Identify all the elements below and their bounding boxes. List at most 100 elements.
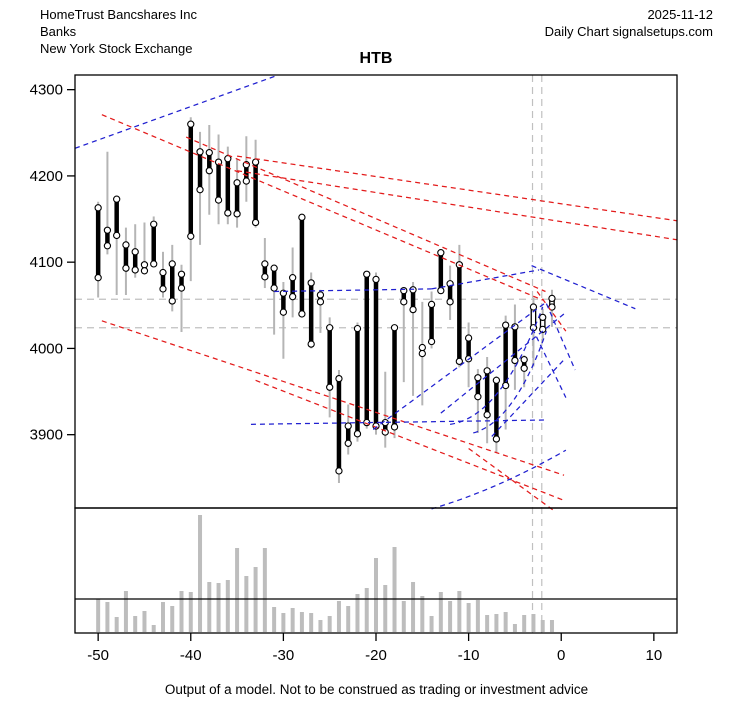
x-tick-label: -20 xyxy=(365,647,387,664)
open-close-marker xyxy=(353,324,362,333)
open-close-marker xyxy=(335,467,343,475)
open-close-marker xyxy=(187,232,195,240)
blue-curve xyxy=(473,330,548,434)
ohlc-bar xyxy=(94,201,102,298)
blue-trendlines xyxy=(75,75,636,510)
y-tick-label: 4100 xyxy=(30,254,63,271)
y-tick-label: 4300 xyxy=(30,82,63,99)
exchange-name: New York Stock Exchange xyxy=(40,41,193,56)
open-close-marker xyxy=(196,148,204,156)
ohlc-bar xyxy=(187,117,195,282)
open-close-marker xyxy=(196,186,204,194)
open-close-marker xyxy=(326,383,334,391)
open-close-marker xyxy=(140,261,149,269)
ohlc-bar xyxy=(353,322,362,442)
open-close-marker xyxy=(548,294,556,303)
open-close-marker xyxy=(113,195,121,203)
ohlc-bar xyxy=(122,227,130,295)
volume-bars xyxy=(96,515,554,632)
open-close-marker xyxy=(270,264,278,272)
open-close-marker xyxy=(288,274,297,282)
open-close-marker xyxy=(418,343,426,352)
ohlc-bar xyxy=(251,139,260,228)
ohlc-bar xyxy=(409,282,417,396)
open-close-marker xyxy=(502,381,510,390)
open-close-marker xyxy=(103,242,112,250)
ohlc-bar xyxy=(214,134,223,225)
ohlc-bar xyxy=(242,136,250,202)
ohlc-bar xyxy=(307,272,315,349)
ohlc-bar xyxy=(205,125,213,215)
ohlc-bar xyxy=(113,195,121,295)
ohlc-bar xyxy=(140,222,149,275)
header-left: HomeTrust Bancshares Inc Banks New York … xyxy=(40,6,197,57)
open-close-marker xyxy=(316,291,325,299)
open-close-marker xyxy=(140,267,149,275)
ohlc-bar xyxy=(168,244,176,312)
ohlc-bar xyxy=(131,224,139,278)
open-close-marker xyxy=(233,210,241,218)
open-close-marker xyxy=(437,249,445,257)
blue-curve xyxy=(431,449,567,510)
ohlc-bar xyxy=(464,322,473,388)
open-close-marker xyxy=(177,284,186,292)
open-close-marker xyxy=(251,158,260,166)
ohlc-bar xyxy=(270,264,278,335)
ohlc-bar xyxy=(344,404,352,455)
open-close-marker xyxy=(168,260,176,268)
open-close-marker xyxy=(214,158,223,166)
open-close-marker xyxy=(103,226,112,234)
ticker-title: HTB xyxy=(359,50,393,67)
open-close-marker xyxy=(529,303,538,311)
open-close-marker xyxy=(400,286,408,295)
open-close-marker xyxy=(427,337,436,346)
ohlc-bar xyxy=(103,151,112,255)
ohlc-bar xyxy=(529,297,538,367)
open-close-marker xyxy=(279,308,288,316)
open-close-marker xyxy=(418,349,426,358)
ohlc-bar xyxy=(288,247,297,318)
red-trendlines xyxy=(101,114,677,512)
open-close-marker xyxy=(131,248,139,256)
open-close-marker xyxy=(298,310,306,318)
ohlc-bar xyxy=(548,289,556,327)
open-close-marker xyxy=(492,376,501,384)
open-close-marker xyxy=(474,393,482,401)
x-tick-label: -30 xyxy=(273,647,295,664)
open-close-marker xyxy=(483,367,491,375)
open-close-marker xyxy=(437,286,445,295)
x-axis: -50 -40 -30 -20 -10 0 10 xyxy=(87,633,662,664)
open-close-marker xyxy=(150,260,158,268)
open-close-marker xyxy=(492,435,501,443)
open-close-marker xyxy=(344,439,352,447)
open-close-marker xyxy=(150,220,158,228)
ohlc-bar xyxy=(427,291,436,349)
ohlc-bar xyxy=(437,249,445,295)
open-close-marker xyxy=(159,285,167,293)
ohlc-bar xyxy=(316,289,325,333)
ohlc-bar xyxy=(372,272,380,435)
open-close-marker xyxy=(511,356,519,365)
ohlc-bar xyxy=(196,131,204,245)
company-name: HomeTrust Bancshares Inc xyxy=(40,7,198,22)
ohlc-bar xyxy=(418,301,426,406)
open-close-marker xyxy=(474,374,482,382)
ohlc-bar xyxy=(279,282,288,359)
open-close-marker xyxy=(205,167,213,175)
ohlc-bar xyxy=(492,376,501,453)
y-tick-label: 3900 xyxy=(30,427,63,444)
open-close-marker xyxy=(502,321,510,329)
open-close-marker xyxy=(233,179,241,187)
open-close-marker xyxy=(427,300,436,309)
chart-date: 2025-11-12 xyxy=(647,7,713,22)
open-close-marker xyxy=(307,279,315,287)
open-close-marker xyxy=(372,275,380,284)
open-close-marker xyxy=(94,274,102,282)
open-close-marker xyxy=(353,430,362,438)
open-close-marker xyxy=(400,298,408,306)
open-close-marker xyxy=(316,298,325,306)
open-close-marker xyxy=(94,204,102,212)
open-close-marker xyxy=(113,231,121,240)
open-close-marker xyxy=(335,374,343,383)
